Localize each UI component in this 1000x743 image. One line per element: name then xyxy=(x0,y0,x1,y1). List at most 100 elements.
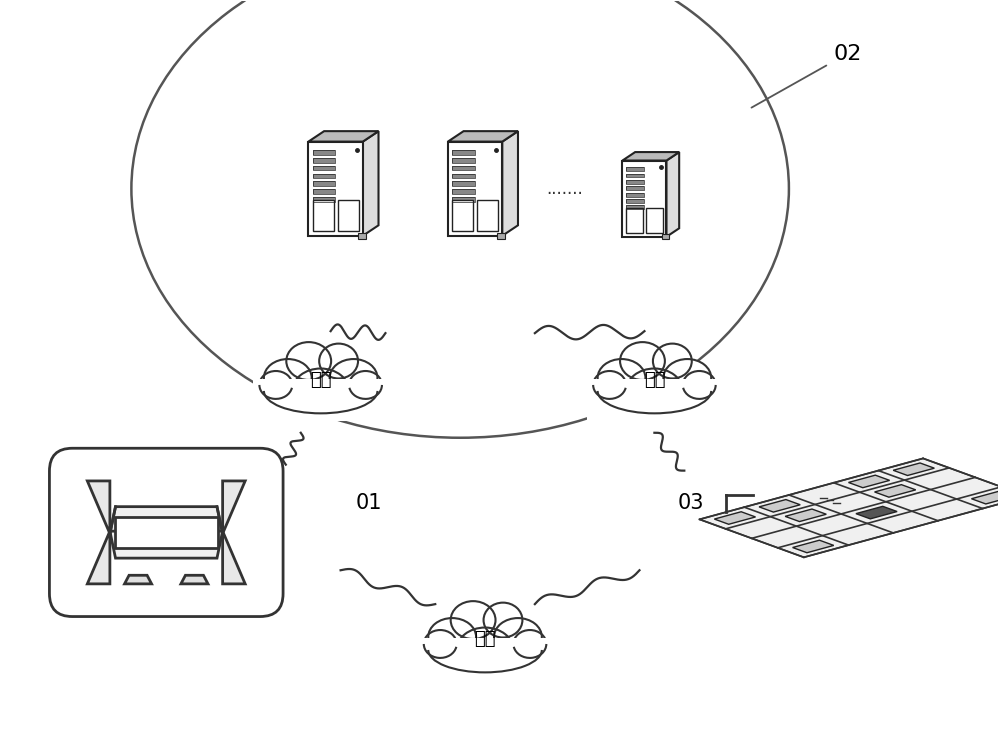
Polygon shape xyxy=(759,499,800,512)
Bar xyxy=(452,197,475,202)
Bar xyxy=(313,197,335,202)
Polygon shape xyxy=(622,152,679,160)
Bar xyxy=(626,199,644,203)
Bar xyxy=(313,181,335,186)
Polygon shape xyxy=(363,132,379,236)
Ellipse shape xyxy=(484,603,522,637)
Ellipse shape xyxy=(264,359,312,397)
Bar xyxy=(452,174,475,178)
Ellipse shape xyxy=(349,371,382,399)
Bar xyxy=(313,197,335,202)
Bar xyxy=(253,379,388,421)
Bar xyxy=(626,174,644,178)
Bar xyxy=(418,638,552,680)
Bar xyxy=(626,192,644,197)
Polygon shape xyxy=(223,531,245,584)
Bar xyxy=(626,180,644,184)
Ellipse shape xyxy=(598,359,645,397)
Ellipse shape xyxy=(319,343,358,378)
Bar xyxy=(313,174,335,178)
Ellipse shape xyxy=(457,628,513,672)
Bar xyxy=(313,166,335,170)
Ellipse shape xyxy=(428,618,476,656)
Bar xyxy=(313,181,335,186)
Text: 网络: 网络 xyxy=(644,371,665,389)
Bar xyxy=(313,189,335,194)
Bar xyxy=(626,208,643,233)
Text: 网络: 网络 xyxy=(310,371,331,389)
Ellipse shape xyxy=(259,371,292,399)
Ellipse shape xyxy=(626,369,683,413)
Polygon shape xyxy=(308,142,363,236)
Bar xyxy=(626,186,644,190)
Polygon shape xyxy=(666,152,679,237)
Bar xyxy=(626,167,644,171)
Polygon shape xyxy=(893,463,934,476)
Polygon shape xyxy=(87,481,110,533)
Bar xyxy=(313,201,334,230)
Bar xyxy=(452,150,475,155)
Bar xyxy=(452,166,475,170)
Bar xyxy=(313,158,335,163)
Text: 02: 02 xyxy=(834,44,862,64)
Ellipse shape xyxy=(424,630,457,658)
Ellipse shape xyxy=(513,630,546,658)
Polygon shape xyxy=(714,512,756,525)
Bar xyxy=(626,180,644,184)
Bar xyxy=(115,517,218,548)
Bar xyxy=(626,174,644,178)
Ellipse shape xyxy=(593,371,626,399)
Bar xyxy=(452,158,475,163)
Polygon shape xyxy=(87,531,110,584)
Polygon shape xyxy=(700,458,1000,557)
Bar xyxy=(452,150,475,155)
Polygon shape xyxy=(662,234,669,239)
Ellipse shape xyxy=(131,0,789,438)
Polygon shape xyxy=(358,233,366,239)
Polygon shape xyxy=(848,476,890,487)
Text: 网络: 网络 xyxy=(474,630,496,648)
Polygon shape xyxy=(875,484,916,497)
Bar xyxy=(626,199,644,203)
Ellipse shape xyxy=(653,343,692,378)
Text: 03: 03 xyxy=(677,493,704,513)
Bar xyxy=(452,201,473,230)
Ellipse shape xyxy=(286,342,331,380)
Polygon shape xyxy=(448,132,518,142)
Ellipse shape xyxy=(620,342,665,380)
Bar xyxy=(452,174,475,178)
Bar xyxy=(626,205,644,210)
Bar xyxy=(452,158,475,163)
Bar xyxy=(313,150,335,155)
Bar xyxy=(452,181,475,186)
Bar xyxy=(626,167,644,171)
Ellipse shape xyxy=(663,359,711,397)
Bar xyxy=(452,166,475,170)
Bar xyxy=(452,181,475,186)
Bar xyxy=(587,379,722,421)
Bar xyxy=(313,189,335,194)
Ellipse shape xyxy=(451,601,496,639)
Polygon shape xyxy=(223,481,245,533)
Bar xyxy=(313,158,335,163)
Bar xyxy=(313,174,335,178)
Polygon shape xyxy=(856,506,897,519)
Ellipse shape xyxy=(330,359,377,397)
Bar xyxy=(313,150,335,155)
FancyBboxPatch shape xyxy=(49,448,283,617)
Polygon shape xyxy=(448,142,502,236)
Bar xyxy=(452,189,475,194)
Ellipse shape xyxy=(683,371,716,399)
Polygon shape xyxy=(622,160,666,237)
Polygon shape xyxy=(502,132,518,236)
Polygon shape xyxy=(793,540,834,553)
Bar xyxy=(626,192,644,197)
Polygon shape xyxy=(785,509,826,522)
Polygon shape xyxy=(971,491,1000,504)
Text: 01: 01 xyxy=(356,493,382,513)
Polygon shape xyxy=(125,575,152,584)
Bar xyxy=(477,201,498,230)
Polygon shape xyxy=(308,132,379,142)
Ellipse shape xyxy=(494,618,542,656)
Bar xyxy=(338,201,359,230)
